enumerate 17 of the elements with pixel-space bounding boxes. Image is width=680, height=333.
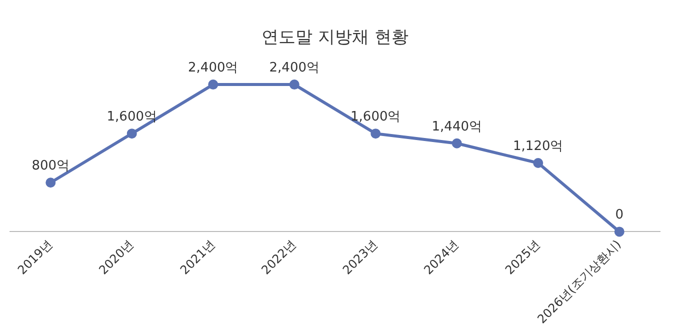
point: [452, 138, 462, 148]
data-label: 800억: [32, 158, 70, 174]
data-label: 0: [615, 208, 624, 223]
data-label: 1,120억: [513, 138, 564, 154]
data-label: 2,400억: [269, 60, 320, 76]
point: [533, 158, 544, 168]
data-label: 2,400억: [188, 60, 238, 76]
point: [208, 80, 218, 90]
point: [370, 128, 381, 139]
point: [289, 80, 300, 90]
data-label: 1,600억: [106, 109, 157, 124]
chart-title: 연도말 지방채 현황: [262, 28, 408, 48]
point: [614, 226, 624, 237]
data-label: 1,440억: [432, 119, 482, 134]
point: [46, 178, 56, 188]
point: [126, 128, 137, 139]
data-label: 1,600억: [350, 109, 401, 124]
